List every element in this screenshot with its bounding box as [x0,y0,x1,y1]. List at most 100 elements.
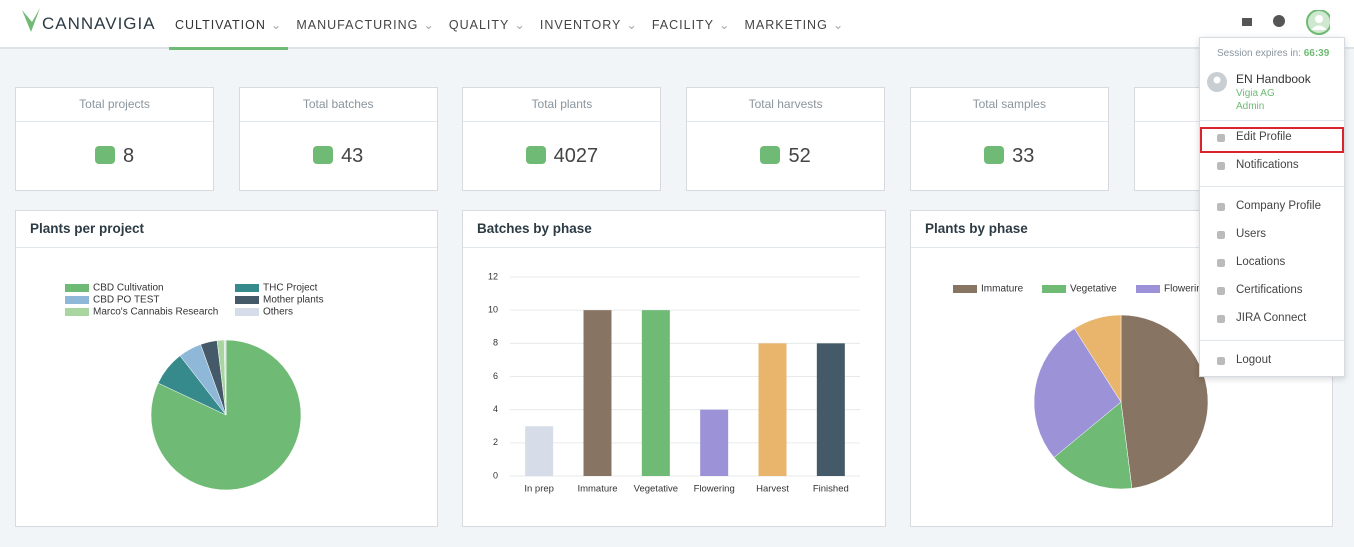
user-menu: Session expires in: 66:39 EN Handbook Vi… [1199,37,1345,377]
stat-value: 52 [788,145,811,167]
bar [816,343,845,476]
legend-swatch [1042,285,1066,293]
stat-icon [760,146,781,164]
legend-label: Immature [981,284,1024,295]
logo-icon [22,8,40,32]
chart-title: Plants by phase [911,211,1332,248]
stat-value: 33 [1012,145,1035,167]
legend-label: CBD PO TEST [93,295,160,306]
y-tick-label: 2 [493,437,498,447]
menu-item[interactable]: Company Profile [1216,200,1322,212]
nav-item[interactable]: FACILITY [646,0,737,47]
legend-swatch [235,284,259,292]
stat-icon [94,146,115,164]
legend-swatch [1136,285,1160,293]
pie-slice [1120,314,1209,489]
menu-item[interactable]: JIRA Connect [1216,312,1307,324]
legend-label: Mother plants [263,295,324,306]
legend-swatch [65,296,89,304]
pie-slice [1033,328,1122,458]
y-tick-label: 4 [493,404,498,414]
stat-label: Total samples [910,88,1108,122]
header-icons [1242,10,1330,35]
stat-label: Total projects [16,88,213,122]
y-tick-label: 6 [493,371,498,381]
y-tick-label: 0 [493,470,498,480]
bar [641,310,670,476]
stat-value: 8 [122,145,135,167]
x-tick-label: Harvest [756,484,789,495]
stat-icon [984,146,1005,164]
legend-label: CBD Cultivation [93,283,164,294]
stat-label: Total batches [239,88,437,122]
legend-swatch [235,296,259,304]
stat-card: Total harvests 52 [686,87,886,191]
stat-card: Total plants 4027 [462,87,662,191]
x-tick-label: In prep [524,484,554,495]
x-tick-label: Immature [577,484,617,495]
x-tick-label: Flowering [694,484,735,495]
nav-item[interactable]: MARKETING [739,0,851,47]
stat-value-row: 52 [687,122,884,190]
stat-value: 43 [341,145,364,167]
session-time: 66:39 [1303,48,1330,59]
stat-label: Total plants [463,88,661,122]
menu-item[interactable]: Logout [1216,354,1272,366]
y-tick-label: 8 [493,338,498,348]
menu-item[interactable]: Certifications [1216,284,1303,296]
legend-swatch [235,308,259,316]
user-company: Vigia AG [1236,88,1275,99]
stat-value-row: 4027 [463,122,660,190]
legend-swatch [953,285,977,293]
menu-item[interactable]: Edit Profile [1217,131,1292,143]
header: CANNAVIGIA CULTIVATIONMANUFACTURINGQUALI… [0,0,1354,50]
nav-item[interactable]: MANUFACTURING [290,0,441,47]
menu-item[interactable]: Locations [1216,256,1286,268]
y-tick-label: 10 [488,305,498,315]
stat-label: Total harvests [687,88,885,122]
highlight [1200,127,1344,153]
stat-value: 4027 [553,145,599,167]
menu-item[interactable]: Notifications [1217,159,1299,171]
nav-item[interactable]: CULTIVATION [169,0,289,50]
stat-icon [525,146,546,164]
bar [583,310,612,476]
nav-item[interactable]: QUALITY [443,0,532,47]
pie-slice [223,339,227,416]
stat-card: Total projects 8 [15,87,214,191]
user-role: Admin [1236,101,1265,112]
help-icon[interactable] [1273,15,1285,27]
y-tick-label: 12 [488,271,498,281]
legend-label: Flowering [1164,284,1207,295]
menu-item[interactable]: Users [1216,228,1267,240]
stat-value-row: 33 [911,122,1108,190]
session-label: Session expires in: [1217,48,1301,59]
x-tick-label: Finished [813,484,849,495]
legend-label: Others [263,307,293,318]
legend-swatch [65,308,89,316]
pie-slice [1053,401,1133,490]
stat-card: Total batches 43 [238,87,438,191]
x-tick-label: Vegetative [634,484,678,495]
stat-card: Total samples 33 [909,87,1109,191]
bar [525,426,554,476]
bar [700,409,729,476]
legend-label: Vegetative [1070,284,1117,295]
user-name: EN Handbook [1236,72,1311,86]
stat-value-row: 43 [240,122,437,190]
pie-slice [1074,314,1122,403]
user-avatar [1207,72,1227,92]
legend-label: Marco's Cannabis Research [93,307,218,318]
chart-title: Batches by phase [463,211,885,248]
nav-item[interactable]: INVENTORY [534,0,644,47]
stat-value-row: 8 [16,122,213,190]
print-icon[interactable] [1242,18,1252,26]
bar [758,343,787,476]
chart-title: Plants per project [16,211,437,248]
logo[interactable]: CANNAVIGIA [42,14,156,33]
legend-label: THC Project [263,283,318,294]
legend-swatch [65,284,89,292]
